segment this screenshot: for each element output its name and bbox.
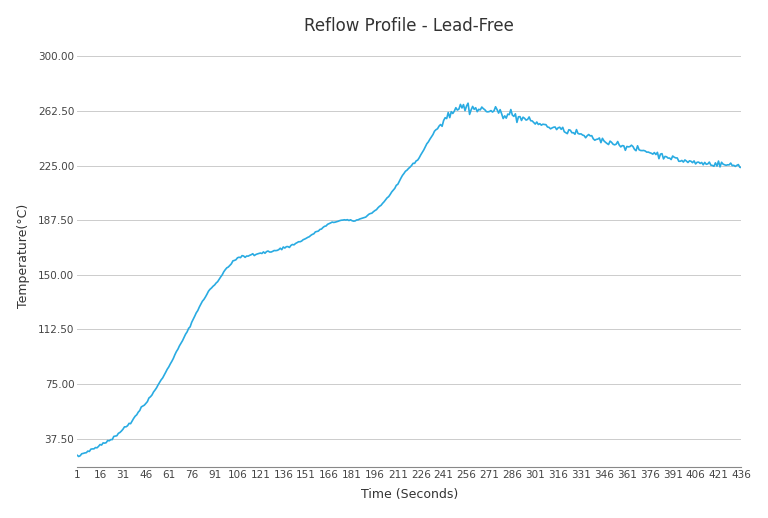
Title: Reflow Profile - Lead-Free: Reflow Profile - Lead-Free — [304, 17, 515, 35]
X-axis label: Time (Seconds): Time (Seconds) — [361, 488, 458, 501]
Y-axis label: Temperature(°C): Temperature(°C) — [17, 204, 30, 308]
